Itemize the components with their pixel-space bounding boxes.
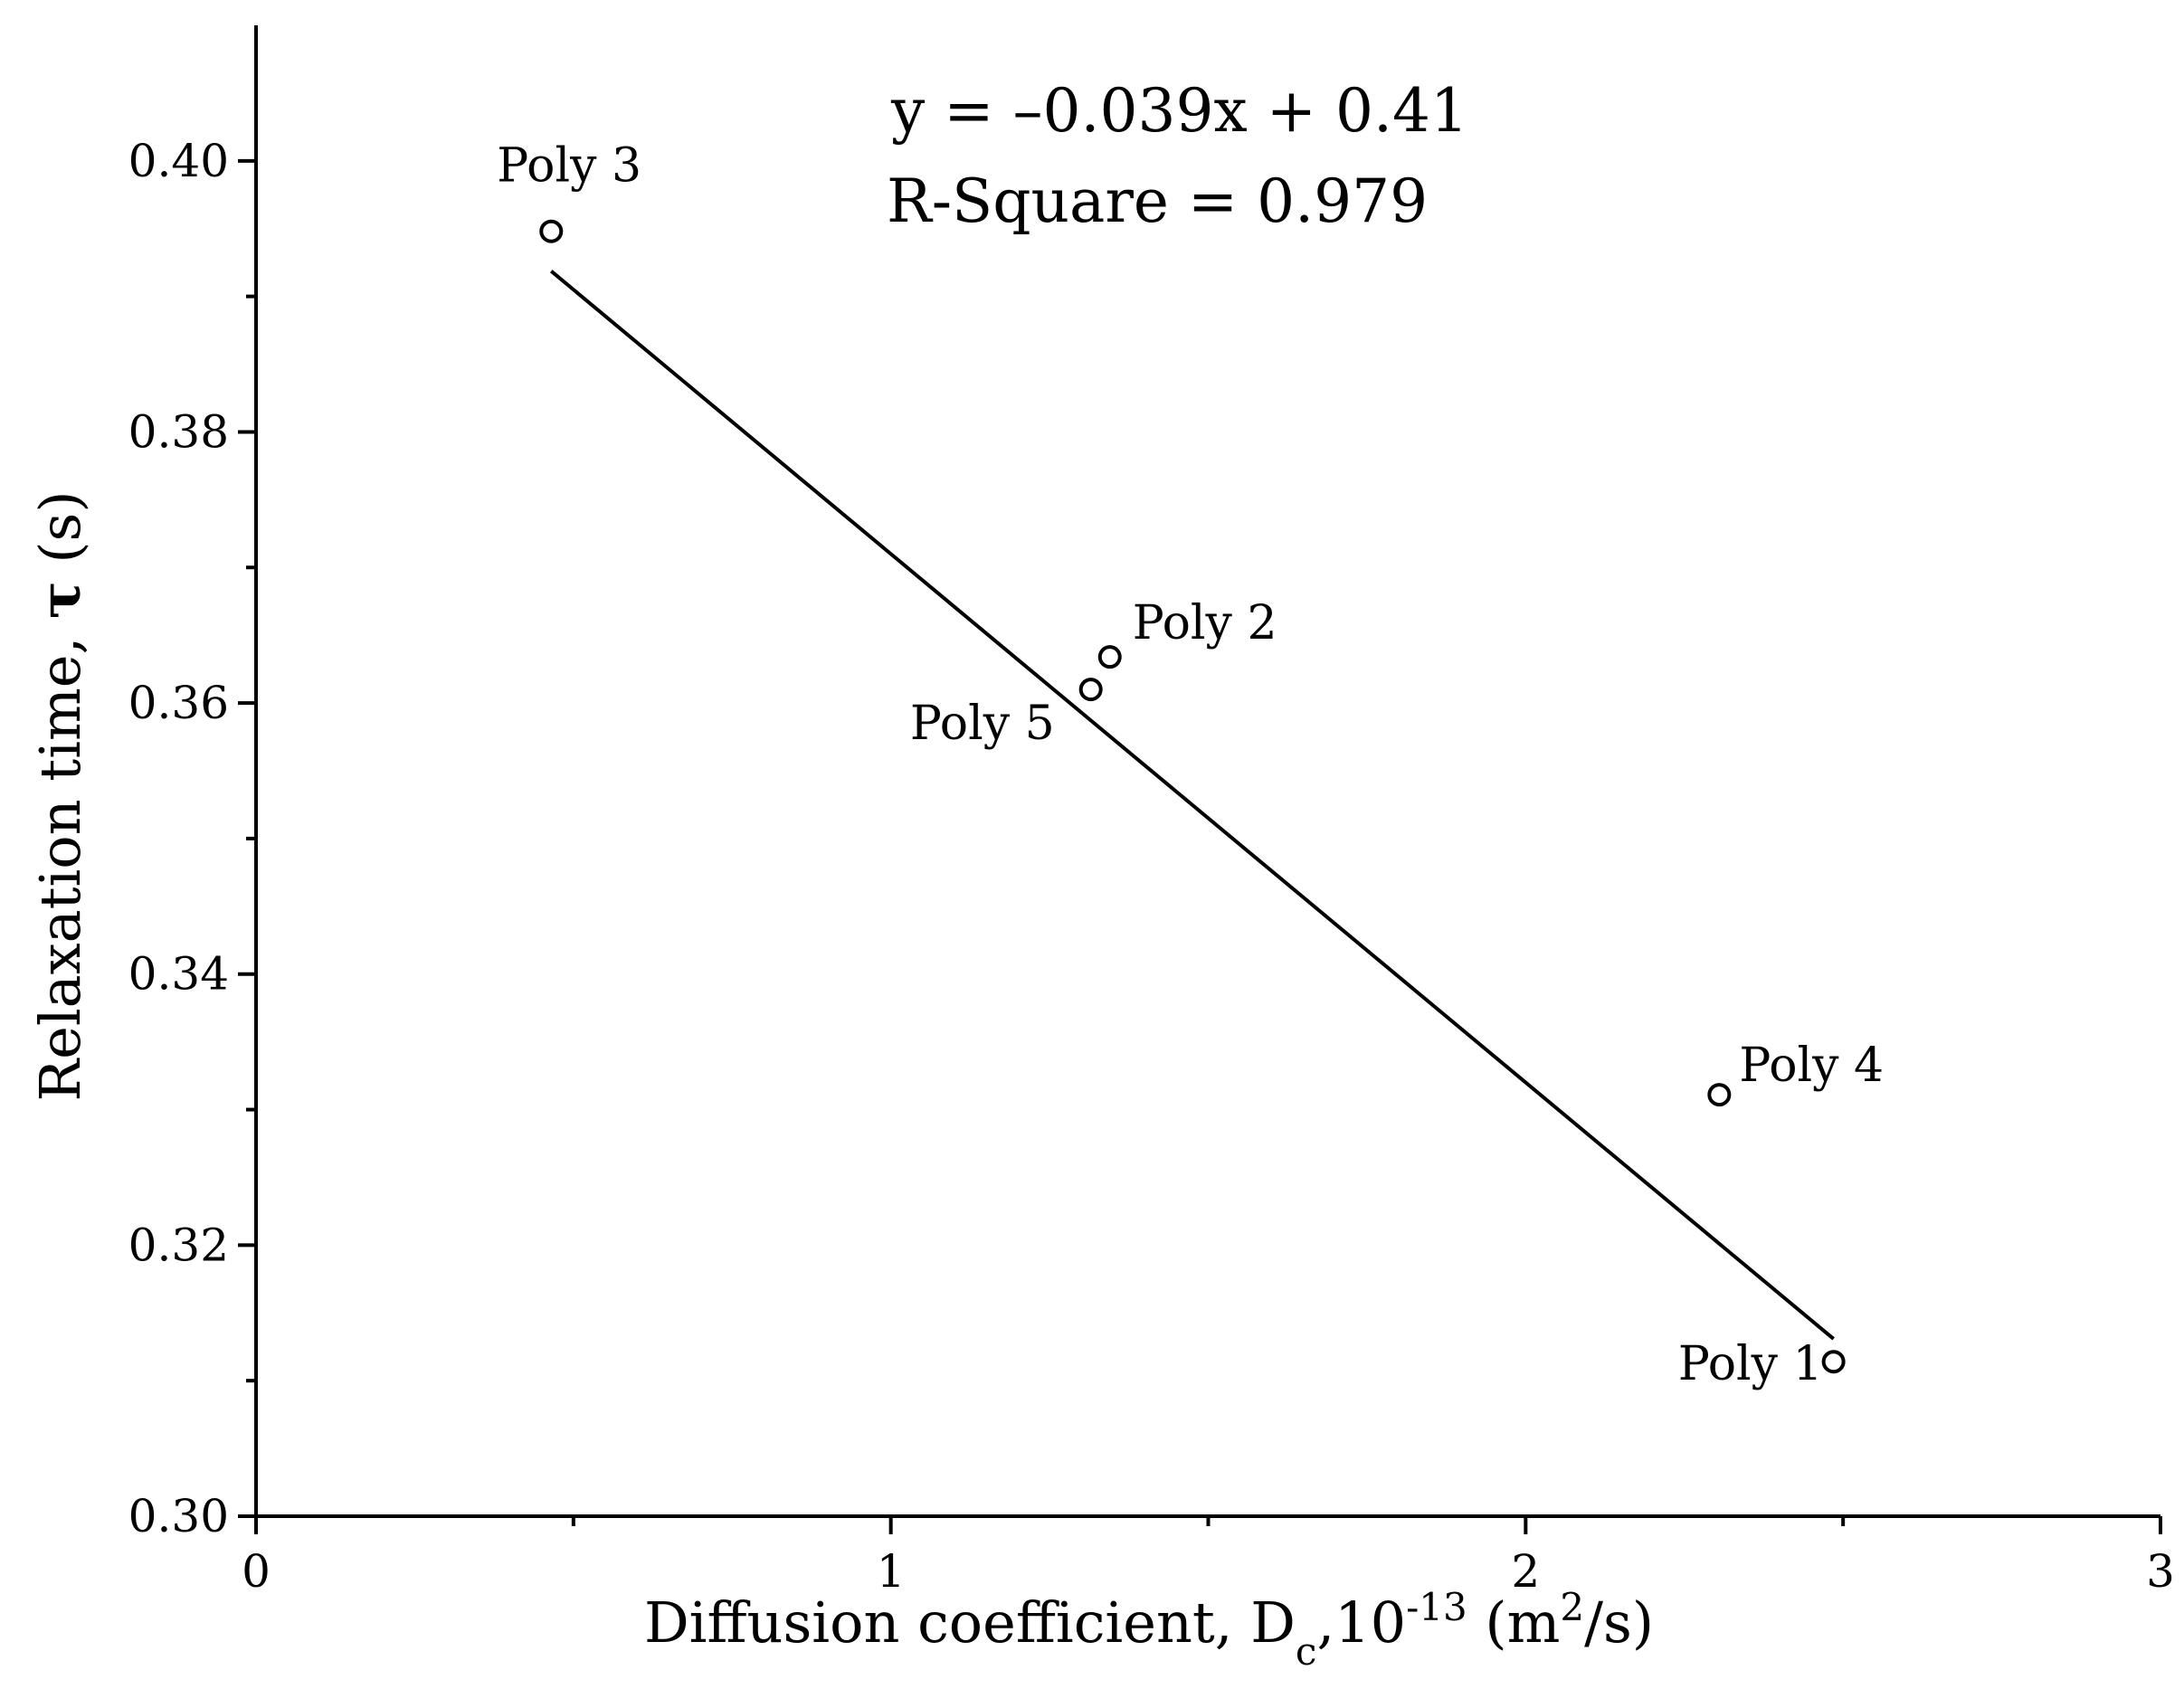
y-tick-label: 0.30 xyxy=(128,1490,229,1542)
data-point xyxy=(1097,645,1122,669)
data-point xyxy=(1821,1350,1846,1374)
point-label: Poly 3 xyxy=(497,139,641,194)
point-labels: Poly 3 Poly 2 Poly 5 Poly 4 Poly 1 xyxy=(497,139,1884,1391)
x-axis-title-mid1: ,10 xyxy=(1316,1589,1406,1656)
x-axis-title-prefix: Diffusion coefficient, D xyxy=(644,1589,1296,1656)
x-tick-label: 1 xyxy=(877,1545,906,1598)
data-points xyxy=(539,219,1846,1374)
x-axis-title-sup2: 2 xyxy=(1560,1585,1584,1629)
x-axis-title-sup1: -13 xyxy=(1406,1585,1467,1629)
fit-line xyxy=(549,270,1835,1341)
fit-line-layer xyxy=(549,270,1835,1341)
point-label: Poly 4 xyxy=(1739,1039,1884,1093)
y-tick-label: 0.32 xyxy=(128,1219,229,1271)
y-axis-title-symbol: τ xyxy=(27,581,93,619)
y-tick-label: 0.38 xyxy=(128,405,229,458)
y-tick-label: 0.36 xyxy=(128,677,229,729)
x-axis-title-sub: c xyxy=(1296,1629,1317,1674)
y-tick-label: 0.40 xyxy=(128,135,229,187)
y-tick-label: 0.34 xyxy=(128,948,229,1001)
equation-annotation: y = –0.039x + 0.41 xyxy=(890,76,1468,146)
y-axis-title: Relaxation time, τ (s) xyxy=(27,490,93,1101)
data-point xyxy=(1707,1083,1732,1107)
x-axis-title-mid2: (m xyxy=(1467,1589,1561,1656)
point-label: Poly 5 xyxy=(910,697,1055,751)
data-point xyxy=(1078,678,1103,702)
point-label: Poly 1 xyxy=(1678,1337,1823,1391)
x-tick-label: 2 xyxy=(1511,1545,1540,1598)
r-square-annotation: R-Square = 0.979 xyxy=(887,166,1428,236)
y-axis-title-prefix: Relaxation time, xyxy=(27,619,93,1101)
point-label: Poly 2 xyxy=(1133,596,1277,650)
x-axis-title-suffix: /s) xyxy=(1584,1589,1654,1656)
x-tick-label: 0 xyxy=(242,1545,271,1598)
data-point xyxy=(539,219,564,243)
axes: 0 1 2 3 0.30 0.32 0.34 0.36 0.38 0.40 xyxy=(128,25,2175,1598)
x-tick-label: 3 xyxy=(2146,1545,2175,1598)
x-axis-title: Diffusion coefficient, Dc,10-13 (m2/s) xyxy=(644,1585,1654,1674)
y-axis-title-suffix: (s) xyxy=(27,490,93,581)
